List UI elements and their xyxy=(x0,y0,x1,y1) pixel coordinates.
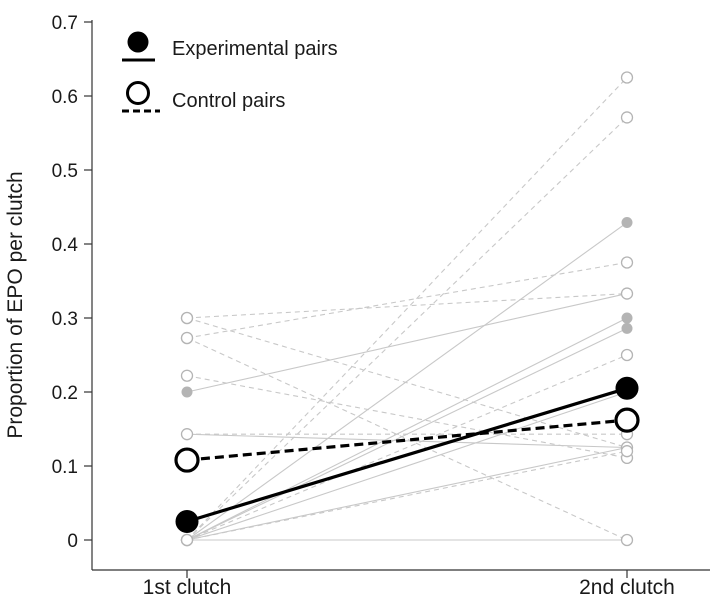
legend-marker-control xyxy=(126,81,150,105)
y-tick-label: 0 xyxy=(67,531,78,552)
experimental-pair-line-0 xyxy=(186,293,628,393)
y-tick-label: 0.2 xyxy=(52,383,78,404)
experimental-mean-point-1 xyxy=(615,376,639,400)
experimental-mean-line xyxy=(186,386,628,524)
legend: Experimental pairs Control pairs xyxy=(122,31,338,113)
experimental-pair-point-3-1 xyxy=(621,312,633,324)
control-pair-line-12 xyxy=(186,375,628,459)
legend-marker-experimental xyxy=(127,31,149,53)
experimental-pair-point-4-1 xyxy=(621,322,633,334)
x-tick-label: 2nd clutch xyxy=(579,576,675,599)
control-pair-point-14-1 xyxy=(620,71,634,84)
axes-layer: 0 0.1 0.2 0.3 0.4 0.5 0.6 0.7 1st clutch 2nd clut… xyxy=(4,13,710,599)
y-tick-label: 0.7 xyxy=(52,13,78,34)
experimental-pair-line-1 xyxy=(186,433,628,449)
y-tick-label: 0.1 xyxy=(52,457,78,478)
control-pair-point-17-1 xyxy=(620,445,634,458)
control-pair-line-17 xyxy=(186,450,628,541)
control-pair-point-15-1 xyxy=(620,111,634,124)
experimental-pair-point-0-0 xyxy=(181,386,193,398)
y-tick-label: 0.6 xyxy=(52,87,78,108)
control-pair-point-9-0 xyxy=(180,311,194,325)
control-pair-line-16 xyxy=(186,354,628,541)
experimental-pair-line-5 xyxy=(186,391,628,541)
mean-lines-layer xyxy=(174,376,640,533)
control-mean-line xyxy=(186,418,628,462)
control-pair-point-11-0 xyxy=(180,331,194,345)
experimental-mean-point-0 xyxy=(175,510,199,533)
experimental-pair-line-2 xyxy=(186,222,628,541)
individual-pairs-layer xyxy=(180,71,634,547)
y-tick-label: 0.5 xyxy=(52,161,78,182)
y-tick-label: 0.4 xyxy=(52,235,79,256)
control-pair-line-15 xyxy=(186,117,628,541)
control-pair-line-10 xyxy=(186,261,628,339)
control-pair-point-12-0 xyxy=(180,369,194,382)
experimental-pair-line-3 xyxy=(186,317,628,541)
control-pair-point-17-0 xyxy=(180,533,194,547)
experimental-pair-point-2-1 xyxy=(621,217,633,229)
control-pair-line-14 xyxy=(186,77,628,541)
y-tick-label: 0.3 xyxy=(52,309,78,330)
control-pair-point-10-1 xyxy=(620,256,634,269)
control-mean-point-1 xyxy=(614,407,640,433)
legend-label-control: Control pairs xyxy=(172,90,285,112)
control-pair-point-13-0 xyxy=(180,428,194,441)
control-pair-point-16-1 xyxy=(620,348,634,362)
control-pair-line-8 xyxy=(186,293,628,319)
control-pair-point-11-1 xyxy=(620,533,634,547)
control-pair-line-11 xyxy=(186,337,628,541)
legend-label-experimental: Experimental pairs xyxy=(172,38,338,60)
control-mean-point-0 xyxy=(174,447,200,473)
control-pair-point-8-1 xyxy=(620,287,634,300)
y-axis-title: Proportion of EPO per clutch xyxy=(4,171,27,438)
experimental-pair-line-6 xyxy=(186,446,628,541)
x-tick-label: 1st clutch xyxy=(143,576,232,599)
